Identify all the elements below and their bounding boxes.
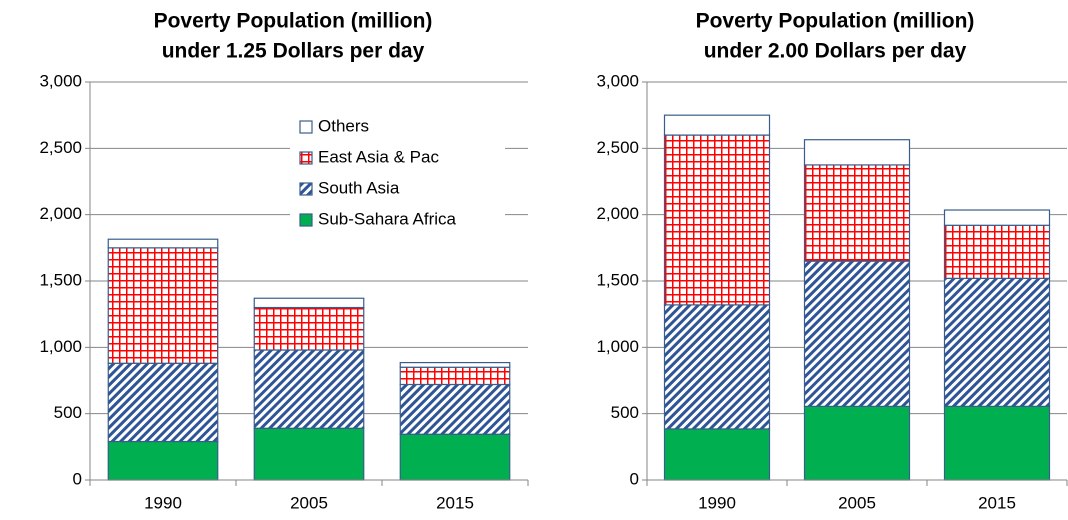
y-tick-label: 1,500 <box>596 270 639 289</box>
bar-segment <box>803 164 911 262</box>
y-tick-label: 3,000 <box>39 71 82 90</box>
bar-segment <box>943 209 1051 226</box>
y-tick-label: 0 <box>73 469 82 488</box>
bar-segment <box>663 304 771 430</box>
chart-title: Poverty Population (million) <box>696 10 975 33</box>
bar-segment <box>107 362 219 443</box>
bar-segment <box>107 247 219 364</box>
x-tick-label: 2005 <box>838 493 876 512</box>
bar-segment <box>663 114 771 136</box>
legend-swatch <box>299 120 313 134</box>
y-tick-label: 0 <box>630 469 639 488</box>
legend-label: Sub-Sahara Africa <box>318 209 457 228</box>
x-tick-label: 2015 <box>436 493 474 512</box>
legend-label: East Asia & Pac <box>318 147 439 166</box>
legend-label: Others <box>318 116 369 135</box>
bar-segment <box>803 260 911 407</box>
bar-segment <box>663 428 771 481</box>
bar-segment <box>107 440 219 481</box>
bar-segment <box>253 297 365 309</box>
y-tick-label: 2,000 <box>596 204 639 223</box>
x-tick-label: 2005 <box>290 493 328 512</box>
bar-segment <box>399 361 511 368</box>
chart-subtitle: under 2.00 Dollars per day <box>704 40 967 63</box>
bar-segment <box>663 134 771 306</box>
y-tick-label: 1,500 <box>39 270 82 289</box>
legend-box <box>290 113 505 238</box>
y-tick-label: 2,000 <box>39 204 82 223</box>
y-tick-label: 3,000 <box>596 71 639 90</box>
bar-segment <box>399 383 511 435</box>
bar-segment <box>399 366 511 386</box>
x-tick-label: 2015 <box>978 493 1016 512</box>
legend-swatch <box>299 213 313 227</box>
legend-swatch <box>299 151 313 165</box>
y-tick-label: 500 <box>611 403 639 422</box>
bar-segment <box>399 433 511 481</box>
y-tick-label: 2,500 <box>39 138 82 157</box>
y-tick-label: 500 <box>54 403 82 422</box>
bar-segment <box>253 349 365 429</box>
bar-segment <box>803 139 911 166</box>
chart-title: Poverty Population (million) <box>154 10 433 33</box>
y-tick-label: 2,500 <box>596 138 639 157</box>
bar-segment <box>253 306 365 351</box>
chart-subtitle: under 1.25 Dollars per day <box>162 40 425 63</box>
legend-label: South Asia <box>318 178 400 197</box>
bar-segment <box>803 405 911 481</box>
y-tick-label: 1,000 <box>596 337 639 356</box>
x-tick-label: 1990 <box>144 493 182 512</box>
y-tick-label: 1,000 <box>39 337 82 356</box>
bar-segment <box>943 405 1051 481</box>
bar-segment <box>943 224 1051 279</box>
bar-segment <box>107 238 219 249</box>
bar-segment <box>253 427 365 481</box>
legend-swatch <box>299 182 313 196</box>
x-tick-label: 1990 <box>698 493 736 512</box>
bar-segment <box>943 277 1051 407</box>
